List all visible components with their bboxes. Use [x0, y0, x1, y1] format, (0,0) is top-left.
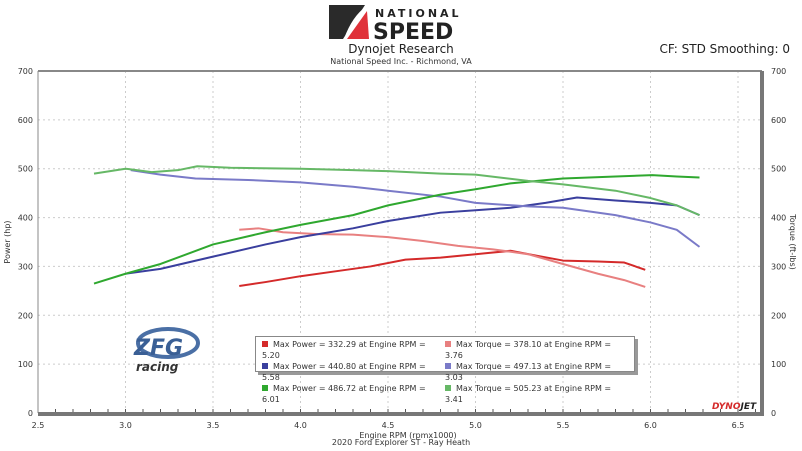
- x-tick-label: 5.0: [469, 421, 482, 430]
- y-axis-label-right: Torque (ft-lbs): [788, 213, 797, 270]
- dynojet-logo: DYNOJET: [712, 402, 757, 412]
- legend-item: Max Torque = 378.10 at Engine RPM = 3.76: [445, 340, 612, 360]
- torque-curve: [130, 169, 701, 248]
- y-tick-label-left: 100: [18, 360, 33, 369]
- y-tick-label-left: 0: [28, 409, 33, 418]
- y-tick-label-left: 600: [18, 116, 33, 125]
- y-tick-label-left: 500: [18, 165, 33, 174]
- y-tick-label-right: 600: [771, 116, 786, 125]
- x-tick-label: 3.0: [119, 421, 132, 430]
- svg-text:racing: racing: [136, 360, 179, 374]
- x-tick-label: 6.5: [732, 421, 745, 430]
- legend-item: Max Power = 440.80 at Engine RPM = 5.58: [262, 362, 426, 382]
- legend-item: Max Power = 332.29 at Engine RPM = 5.20: [262, 340, 426, 360]
- y-tick-label-left: 300: [18, 262, 33, 271]
- correction-factor-label: CF: STD Smoothing: 0: [659, 42, 790, 56]
- y-tick-label-right: 100: [771, 360, 786, 369]
- y-tick-label-right: 300: [771, 262, 786, 271]
- x-tick-label: 2.5: [32, 421, 45, 430]
- y-tick-label-right: 400: [771, 214, 786, 223]
- y-tick-label-right: 200: [771, 311, 786, 320]
- chart-subtitle: National Speed Inc. - Richmond, VA: [330, 57, 472, 66]
- x-tick-label: 4.0: [294, 421, 307, 430]
- y-tick-label-right: 500: [771, 165, 786, 174]
- x-axis-label: Engine RPM (rpmx1000): [359, 431, 456, 440]
- y-tick-label-right: 700: [771, 67, 786, 76]
- svg-text:NATIONAL: NATIONAL: [375, 7, 462, 20]
- svg-text:SPEED: SPEED: [373, 20, 453, 41]
- chart-title: Dynojet Research: [348, 42, 454, 56]
- x-tick-label: 6.0: [644, 421, 657, 430]
- legend-item: Max Power = 486.72 at Engine RPM = 6.01: [262, 384, 426, 404]
- torque-curve: [239, 227, 646, 288]
- x-tick-label: 5.5: [557, 421, 570, 430]
- national-speed-logo: NATIONAL SPEED: [329, 5, 462, 41]
- zfg-racing-logo: ZFG racing: [133, 327, 200, 374]
- y-tick-label-right: 0: [771, 409, 776, 418]
- torque-curve: [93, 165, 700, 217]
- legend: Max Power = 332.29 at Engine RPM = 5.20 …: [255, 336, 635, 404]
- y-tick-label-left: 700: [18, 67, 33, 76]
- x-tick-label: 3.5: [207, 421, 220, 430]
- power-curve: [239, 249, 646, 287]
- svg-text:ZFG: ZFG: [133, 336, 183, 361]
- power-curve: [93, 174, 700, 285]
- x-tick-label: 4.5: [382, 421, 395, 430]
- legend-item: Max Torque = 497.13 at Engine RPM = 3.03: [445, 362, 612, 382]
- y-axis-label-left: Power (hp): [3, 220, 12, 263]
- legend-item: Max Torque = 505.23 at Engine RPM = 3.41: [445, 384, 612, 404]
- power-curve: [125, 196, 700, 275]
- y-tick-label-left: 200: [18, 311, 33, 320]
- y-tick-label-left: 400: [18, 214, 33, 223]
- vehicle-label: 2020 Ford Explorer ST - Ray Heath: [331, 438, 471, 447]
